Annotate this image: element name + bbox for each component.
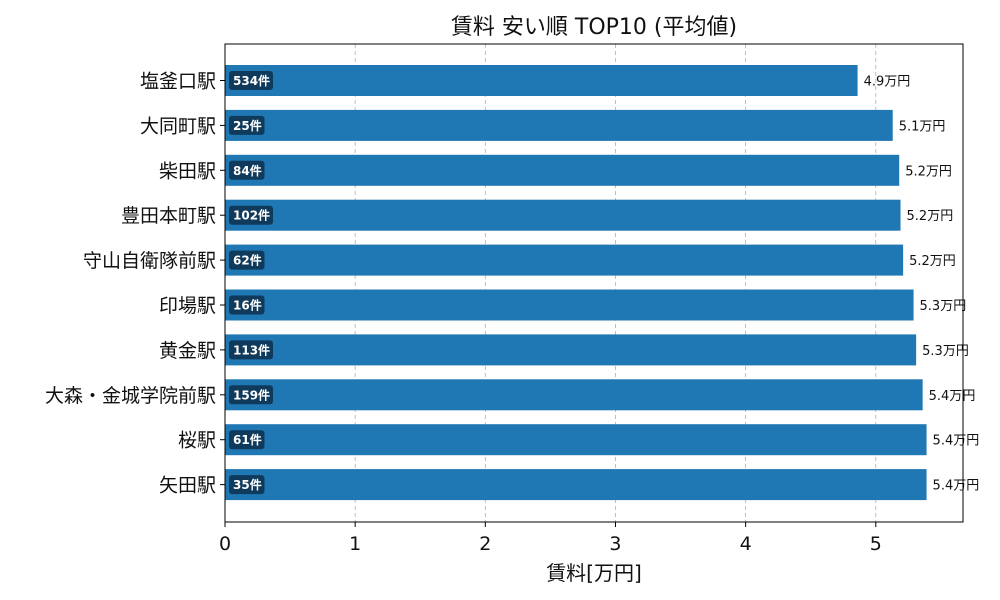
bar — [225, 244, 904, 276]
y-tick-label: 桜駅 — [178, 430, 216, 452]
count-badge — [229, 430, 265, 450]
y-tick-label: 印場駅 — [159, 295, 216, 317]
bar-layer: 534件 4.9万円 25件 5.1万円 84件 5.2万円 102件 5.2万円 62件 5.2… — [225, 65, 980, 501]
count-badge — [229, 205, 273, 225]
value-label: 5.4万円 — [933, 479, 980, 494]
bar — [225, 154, 900, 186]
plot-frame — [224, 43, 964, 523]
count-badge — [229, 295, 265, 315]
count-label: 534件 — [233, 73, 270, 88]
x-tick-label: 2 — [479, 533, 491, 555]
count-label: 62件 — [233, 253, 262, 268]
count-label: 25件 — [233, 118, 262, 133]
value-label: 5.2万円 — [905, 164, 952, 179]
value-label: 5.3万円 — [922, 344, 969, 359]
bar — [225, 469, 927, 501]
count-badge — [229, 385, 273, 405]
x-tick-label: 0 — [219, 533, 231, 555]
y-tick-label: 矢田駅 — [159, 475, 216, 497]
value-label: 5.4万円 — [933, 434, 980, 449]
x-axis-label: 賃料[万円] — [546, 561, 642, 585]
count-badge — [229, 475, 265, 495]
value-label: 5.3万円 — [920, 299, 967, 314]
y-tick-label: 豊田本町駅 — [121, 205, 216, 227]
value-label: 5.1万円 — [899, 119, 946, 134]
y-tick-label: 大森・金城学院前駅 — [45, 385, 216, 407]
x-tick-label: 3 — [609, 533, 621, 555]
x-tick-label: 1 — [349, 533, 361, 555]
value-label: 4.9万円 — [864, 75, 911, 90]
y-tick-label: 黄金駅 — [159, 340, 216, 362]
count-label: 159件 — [233, 387, 270, 402]
count-label: 35件 — [233, 477, 262, 492]
count-label: 113件 — [233, 342, 270, 357]
y-axis: 塩釜口駅大同町駅柴田駅豊田本町駅守山自衛隊前駅印場駅黄金駅大森・金城学院前駅桜駅… — [45, 71, 225, 497]
count-badge — [229, 71, 273, 90]
x-axis: 0 1 2 3 4 5 — [219, 522, 882, 555]
y-tick-label: 塩釜口駅 — [140, 71, 216, 93]
bar — [225, 109, 893, 141]
bar — [225, 379, 923, 411]
count-label: 102件 — [233, 208, 270, 223]
bar — [225, 289, 914, 321]
count-badge — [229, 340, 273, 360]
count-badge — [229, 250, 265, 270]
bar — [225, 65, 858, 96]
count-badge — [229, 115, 265, 135]
value-label: 5.2万円 — [909, 254, 956, 269]
y-tick-label: 守山自衛隊前駅 — [83, 250, 216, 272]
y-tick-label: 柴田駅 — [159, 160, 216, 182]
x-tick-label: 4 — [740, 533, 752, 555]
value-label: 5.4万円 — [929, 389, 976, 404]
count-label: 61件 — [233, 432, 262, 447]
chart-title: 賃料 安い順 TOP10 (平均値) — [451, 15, 737, 40]
bar — [225, 424, 927, 456]
value-label: 5.2万円 — [907, 209, 954, 224]
bar — [225, 199, 901, 231]
count-badge — [229, 160, 265, 180]
bar — [225, 334, 917, 366]
count-label: 16件 — [233, 298, 262, 313]
x-tick-label: 5 — [870, 533, 882, 555]
count-label: 84件 — [233, 163, 262, 178]
y-tick-label: 大同町駅 — [140, 115, 216, 137]
